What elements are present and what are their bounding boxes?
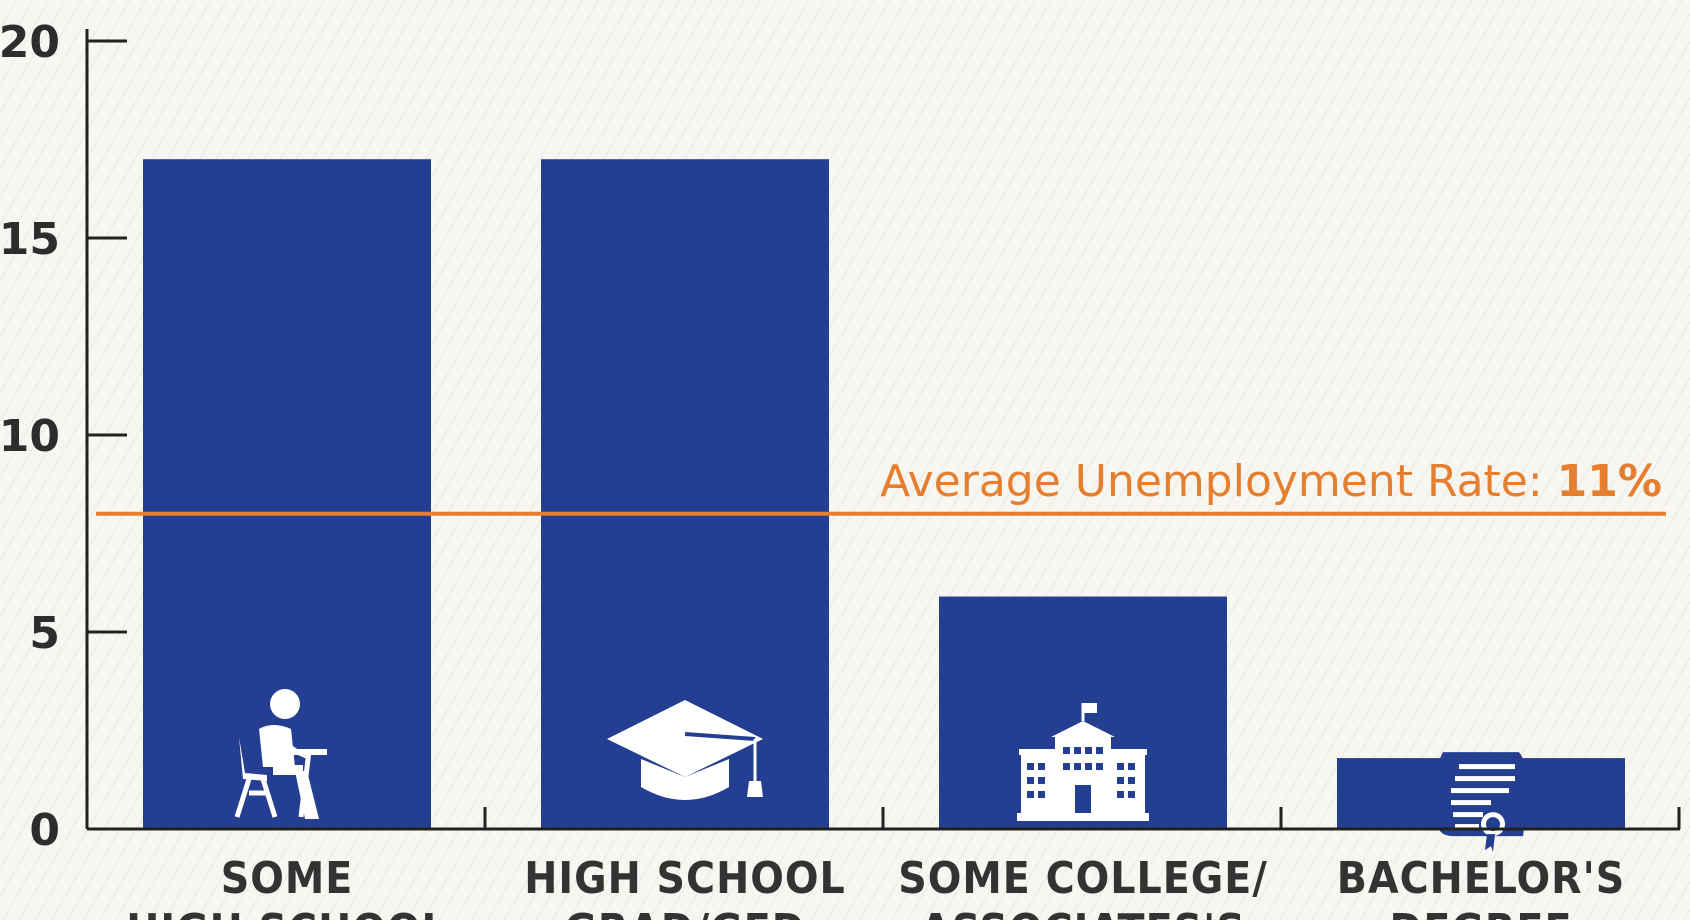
average-label-prefix: Average Unemployment Rate: — [880, 456, 1557, 507]
average-layer: Average Unemployment Rate: 11% — [96, 456, 1666, 516]
axes-layer: 0 5 10 15 20 — [0, 17, 1681, 856]
y-tick-label: 5 — [29, 608, 60, 659]
y-tick-label: 0 — [29, 805, 60, 856]
y-tick-label: 20 — [0, 17, 60, 68]
x-category-label: BACHELOR'SDEGREE — [1337, 853, 1625, 920]
average-label-value: 11% — [1557, 456, 1662, 507]
average-label: Average Unemployment Rate: 11% — [880, 456, 1662, 507]
y-tick-label: 10 — [0, 411, 60, 462]
diploma-icon — [1437, 752, 1525, 853]
x-category-label: SOME COLLEGE/ASSOCIATES'S — [898, 853, 1268, 920]
graduation-cap-icon — [607, 700, 763, 800]
icons-layer — [234, 689, 1525, 853]
bars-layer — [143, 159, 1625, 829]
x-category-label: HIGH SCHOOLGRAD/GED — [524, 853, 845, 920]
student-desk-icon — [234, 689, 327, 819]
y-tick-label: 15 — [0, 214, 60, 265]
school-building-icon — [1017, 703, 1149, 821]
